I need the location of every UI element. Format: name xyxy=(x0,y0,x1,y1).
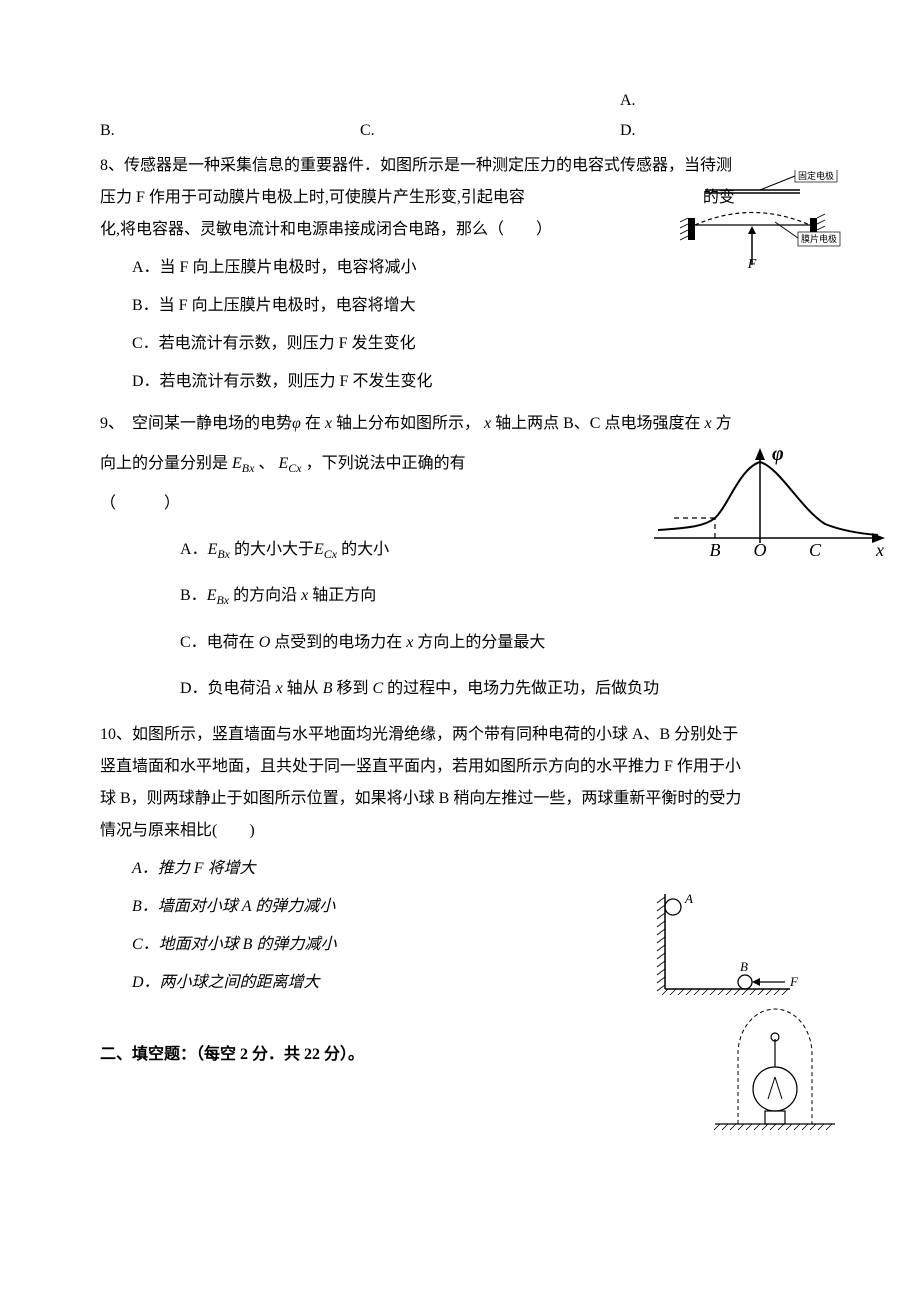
q9-l2-c: ，下列说法中正确的有 xyxy=(306,455,466,472)
q9-fig-O: O xyxy=(754,540,767,560)
section-2: 二、填空题：（每空 2 分．共 22 分）。 xyxy=(100,1039,820,1071)
q10-figure: A B F xyxy=(640,889,800,1009)
q8-opt-c: C．若电流计有示数，则压力 F 发生变化 xyxy=(100,328,820,360)
q7-opt-a: A. xyxy=(620,85,636,117)
q8-fig-membrane-label: 膜片电极 xyxy=(801,233,837,244)
question-9: 9、 空间某一静电场的电势φ 在 x 轴上分布如图所示， x 轴上两点 B、C … xyxy=(100,408,820,705)
q10-fig-B: B xyxy=(740,959,748,974)
q9-s-d: 轴上两点 B、C 点电场强度在 xyxy=(495,415,700,432)
q9-stem-line1: 9、 空间某一静电场的电势φ 在 x 轴上分布如图所示， x 轴上两点 B、C … xyxy=(100,408,820,440)
q9-s-b: 在 xyxy=(305,415,321,432)
q9-s-c: 轴上分布如图所示， xyxy=(336,415,480,432)
question-10: 10、如图所示，竖直墙面与水平地面均光滑绝缘，两个带有同种电荷的小球 A、B 分… xyxy=(100,719,820,999)
section-2-title: 二、填空题：（每空 2 分．共 22 分）。 xyxy=(100,1046,364,1063)
q10-fig-A: A xyxy=(684,891,693,906)
q7-opt-b: B. xyxy=(100,115,115,147)
q9-opt-b: B．EBx 的方向沿 x 轴正方向 xyxy=(100,580,820,612)
q9-fig-phi: φ xyxy=(772,448,784,465)
q9-figure: B O C x φ xyxy=(650,448,890,568)
q9-fig-B: B xyxy=(710,540,721,560)
q8-opt-d: D．若电流计有示数，则压力 F 不发生变化 xyxy=(100,366,820,398)
q9-s-e: 方 xyxy=(716,415,732,432)
q10-opt-a: A．推力 F 将增大 xyxy=(100,853,820,885)
q8-opt-b: B．当 F 向上压膜片电极时，电容将增大 xyxy=(100,290,820,322)
q8-fig-fixed-label: 固定电极 xyxy=(798,170,834,181)
q10-fig-F: F xyxy=(789,974,799,989)
q10-l1: 10、如图所示，竖直墙面与水平地面均光滑绝缘，两个带有同种电荷的小球 A、B 分… xyxy=(100,719,820,751)
q7-options-row: A. B. C. D. xyxy=(100,80,800,150)
q9-s-a: 9、 空间某一静电场的电势 xyxy=(100,415,292,432)
q7-opt-d: D. xyxy=(620,115,636,147)
question-8: 8、传感器是一种采集信息的重要器件．如图所示是一种测定压力的电容式传感器，当待测… xyxy=(100,150,820,398)
q8-figure: 固定电极 膜片电极 F xyxy=(680,170,850,270)
q9-fig-C: C xyxy=(809,540,822,560)
q9-fig-x: x xyxy=(875,540,884,560)
q10-l3: 球 B，则两球静止于如图所示位置，如果将小球 B 稍向左推过一些，两球重新平衡时… xyxy=(100,783,820,815)
q9-l2-a: 向上的分量分别是 xyxy=(100,455,228,472)
q7-opt-c: C. xyxy=(360,115,375,147)
q10-l2: 竖直墙面和水平地面，且共处于同一竖直平面内，若用如图所示方向的水平推力 F 作用… xyxy=(100,751,820,783)
q10-l4: 情况与原来相比( ) xyxy=(100,815,820,847)
q9-opt-d: D．负电荷沿 x 轴从 B 移到 C 的过程中，电场力先做正功，后做负功 xyxy=(100,673,820,705)
q9-opt-c: C．电荷在 O 点受到的电场力在 x 方向上的分量最大 xyxy=(100,627,820,659)
section2-figure xyxy=(710,999,840,1139)
q8-fig-F: F xyxy=(747,257,757,270)
q8-stem-2a: 压力 F 作用于可动膜片电极上时,可使膜片产生形变,引起电容 xyxy=(100,189,525,206)
q9-l2-b: 、 xyxy=(258,455,274,472)
